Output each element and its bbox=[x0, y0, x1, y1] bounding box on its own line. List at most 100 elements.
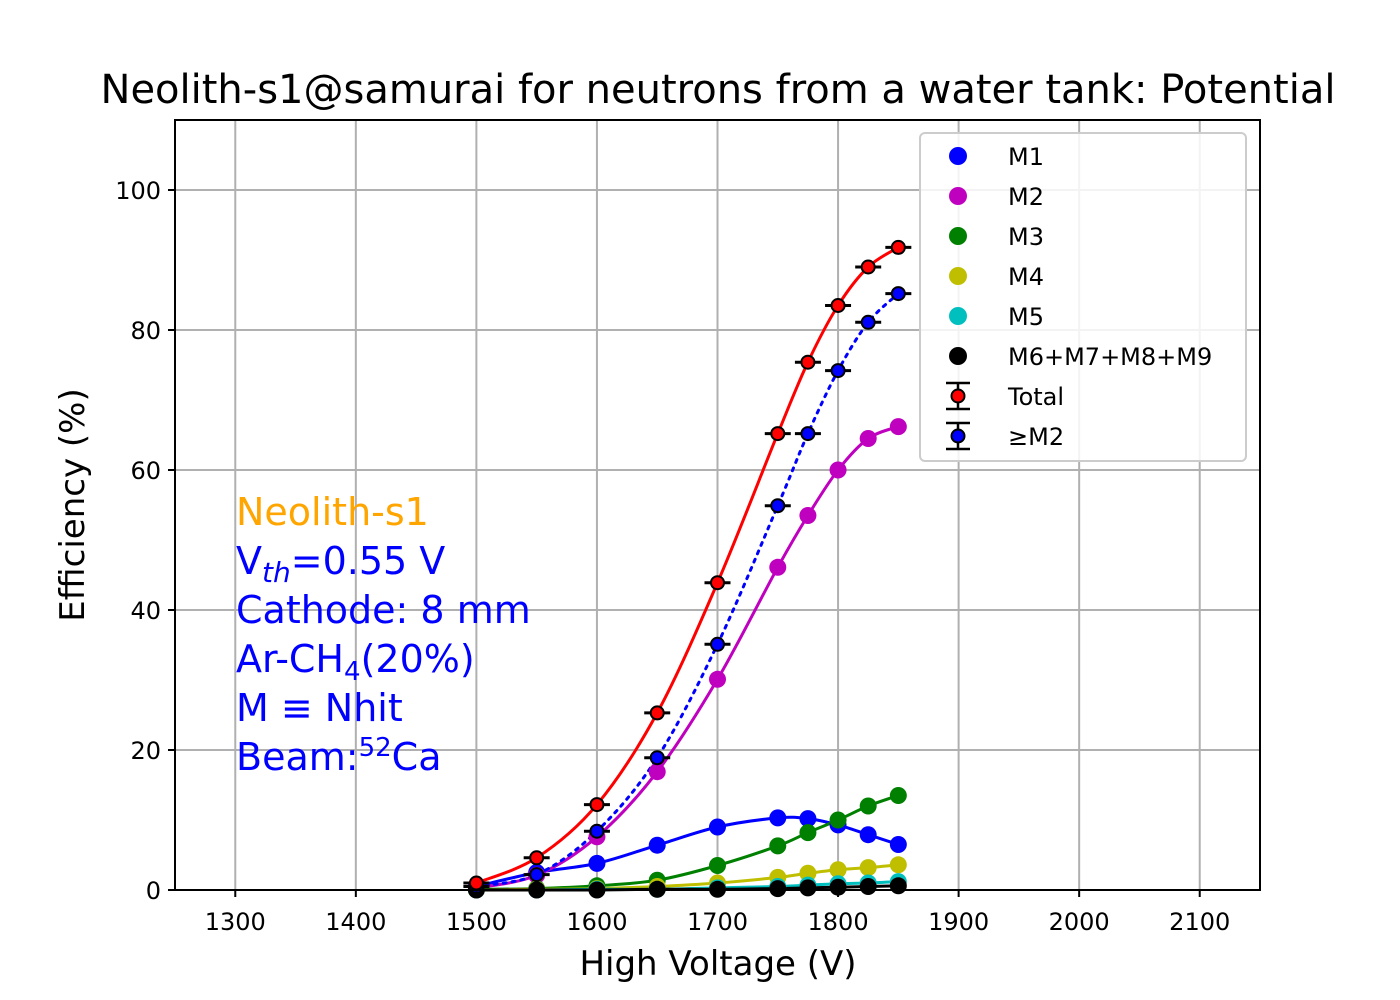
data-point bbox=[769, 880, 787, 898]
y-tick-label: 80 bbox=[130, 317, 161, 345]
x-tick-label: 1800 bbox=[808, 908, 869, 936]
x-tick-label: 1900 bbox=[928, 908, 989, 936]
data-point bbox=[770, 498, 786, 514]
series-line-m1 bbox=[474, 815, 900, 888]
data-point bbox=[889, 836, 907, 853]
y-tick-label: 100 bbox=[115, 177, 161, 205]
y-tick-label: 60 bbox=[130, 457, 161, 485]
data-point bbox=[859, 797, 877, 815]
data-point bbox=[799, 810, 817, 828]
data-point bbox=[799, 507, 817, 524]
data-point bbox=[800, 354, 816, 370]
series-markers bbox=[463, 239, 912, 899]
x-tick-label: 1500 bbox=[446, 908, 507, 936]
legend-box bbox=[919, 132, 1247, 462]
series-lines bbox=[474, 245, 900, 892]
data-point bbox=[799, 824, 817, 842]
data-point bbox=[769, 809, 787, 827]
series-markers-total bbox=[463, 239, 912, 891]
data-point bbox=[529, 867, 545, 883]
data-point bbox=[860, 259, 876, 275]
data-point bbox=[890, 286, 906, 302]
legend-marker bbox=[949, 267, 967, 285]
data-point bbox=[710, 575, 725, 591]
legend-label: M5 bbox=[1008, 303, 1044, 331]
data-point bbox=[859, 430, 877, 447]
data-point bbox=[770, 426, 786, 442]
data-point bbox=[709, 818, 726, 836]
x-axis-ticks: 1300 1400 1500 1600 1700 1800 1900 2000 2100 bbox=[205, 890, 1230, 936]
legend-label: M3 bbox=[1008, 223, 1044, 251]
data-point bbox=[830, 298, 846, 313]
data-point bbox=[889, 787, 907, 804]
y-axis-ticks: 0 20 40 60 80 100 bbox=[115, 177, 175, 905]
x-tick-label: 2100 bbox=[1169, 908, 1230, 936]
x-tick-label: 2000 bbox=[1049, 908, 1110, 936]
data-point bbox=[709, 857, 726, 874]
data-point bbox=[800, 426, 816, 442]
data-point bbox=[830, 363, 846, 379]
data-point bbox=[889, 877, 907, 895]
data-point bbox=[799, 864, 817, 882]
data-point bbox=[529, 850, 545, 866]
legend-item: M1 bbox=[949, 143, 1044, 171]
legend-label: M4 bbox=[1008, 263, 1044, 291]
data-point bbox=[769, 558, 787, 576]
series-line-total bbox=[474, 245, 900, 885]
x-axis-label: High Voltage (V) bbox=[579, 944, 856, 984]
y-tick-label: 40 bbox=[130, 597, 161, 625]
legend-item: Total bbox=[946, 381, 1064, 411]
data-point bbox=[890, 239, 906, 255]
legend-marker bbox=[949, 227, 967, 245]
data-point bbox=[649, 705, 665, 721]
legend-item: M4 bbox=[949, 263, 1044, 291]
data-point bbox=[648, 836, 666, 854]
data-point bbox=[889, 856, 907, 874]
data-point bbox=[859, 826, 877, 844]
legend-label: Total bbox=[1007, 383, 1064, 411]
annotation-detector: Neolith-s1 bbox=[236, 490, 429, 534]
data-point bbox=[709, 670, 726, 688]
data-point bbox=[710, 636, 725, 652]
data-point bbox=[829, 461, 847, 479]
data-point bbox=[799, 879, 817, 897]
series-line-m2 bbox=[474, 425, 900, 890]
data-point bbox=[649, 750, 665, 766]
y-axis-label: Efficiency (%) bbox=[53, 388, 93, 621]
data-point bbox=[829, 811, 847, 829]
series-line-m2 bbox=[474, 292, 900, 888]
legend: M1 M2 M3 M4 M5 M6+M7+M8+M9 Total ≥M2 bbox=[919, 132, 1247, 462]
legend-label: M2 bbox=[1008, 183, 1044, 211]
legend-item: M3 bbox=[949, 223, 1044, 251]
data-point bbox=[589, 823, 605, 839]
data-point bbox=[648, 763, 666, 781]
annotation-threshold: Vth=0.55 V bbox=[236, 539, 445, 589]
annotation-gas: Ar-CH4(20%) bbox=[236, 637, 475, 687]
y-tick-label: 20 bbox=[130, 737, 161, 765]
chart-title: Neolith-s1@samurai for neutrons from a w… bbox=[101, 67, 1336, 113]
annotation-multiplicity: M ≡ Nhit bbox=[236, 686, 403, 730]
legend-marker bbox=[949, 347, 967, 365]
data-point bbox=[829, 861, 847, 879]
legend-label: M6+M7+M8+M9 bbox=[1008, 343, 1212, 371]
series-line-m3 bbox=[474, 794, 900, 891]
x-tick-label: 1300 bbox=[205, 908, 266, 936]
data-point bbox=[769, 837, 787, 855]
legend-item: M2 bbox=[949, 183, 1044, 211]
y-tick-label: 0 bbox=[146, 877, 161, 905]
legend-label: ≥M2 bbox=[1008, 423, 1064, 451]
data-point bbox=[859, 878, 877, 895]
legend-marker bbox=[949, 147, 967, 165]
data-point bbox=[589, 797, 605, 813]
annotation-cathode: Cathode: 8 mm bbox=[236, 588, 531, 632]
legend-marker bbox=[949, 187, 967, 205]
legend-marker bbox=[949, 307, 967, 325]
legend-label: M1 bbox=[1008, 143, 1044, 171]
legend-item: ≥M2 bbox=[946, 421, 1064, 451]
legend-marker bbox=[950, 428, 966, 444]
data-point bbox=[860, 314, 876, 330]
legend-marker bbox=[950, 388, 966, 404]
data-point bbox=[468, 875, 484, 891]
data-point bbox=[859, 859, 877, 877]
